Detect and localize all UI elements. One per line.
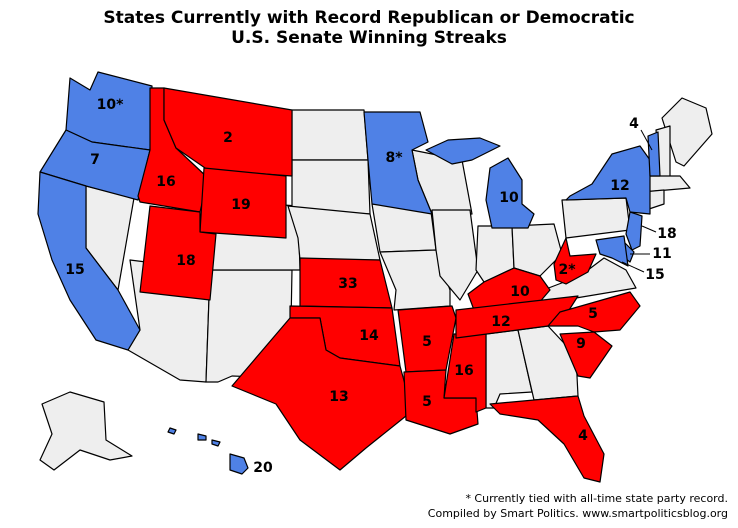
state-il [431,209,479,301]
state-vt [647,131,661,177]
label-fl: 4 [578,428,588,444]
label-id: 16 [156,174,175,190]
map-title: States Currently with Record Republican … [0,8,738,48]
state-wy [199,167,287,239]
state-md [595,235,629,267]
label-wv: 2* [558,262,576,278]
label-ks: 33 [338,276,357,292]
colored-states [37,71,661,483]
state-ny [565,145,651,215]
state-hi [167,427,249,475]
label-la: 5 [422,394,432,410]
label-ar: 5 [422,334,432,350]
label-sc: 9 [576,336,586,352]
label-mn: 8* [385,150,403,166]
state-sd [291,159,371,215]
label-ny: 12 [610,178,629,194]
state-nc [547,291,641,333]
leader-md [621,261,645,273]
state-mi [425,137,535,229]
state-oh [511,223,563,277]
state-ar [397,305,457,373]
label-or: 7 [90,152,100,168]
state-sc [559,331,613,379]
label-vt: 4 [629,116,639,132]
label-mt: 2 [223,130,233,146]
state-fl [489,395,605,483]
state-nj [625,211,643,251]
state-ca [37,171,141,351]
state-mn [363,111,433,215]
leader-vt [640,129,653,151]
state-pa [561,197,631,239]
label-ca: 15 [65,262,84,278]
state-labels: 10* 7 15 16 2 19 18 33 14 13 8* 10 5 5 1… [65,97,676,476]
label-tx: 13 [329,389,348,405]
label-ut: 18 [176,253,195,269]
label-de: 11 [652,246,671,262]
state-me [661,97,713,167]
state-wv [553,237,597,285]
label-tn: 12 [491,314,510,330]
credit: Compiled by Smart Politics. www.smartpol… [427,507,728,520]
leader-lines [621,129,657,273]
label-ok: 14 [359,328,379,344]
state-ut [139,205,217,301]
label-nc: 5 [588,306,598,322]
label-nj: 18 [657,226,676,242]
title-line-2: U.S. Senate Winning Streaks [231,28,507,48]
label-wa: 10* [97,97,124,113]
state-ne [287,205,381,261]
label-mi: 10 [499,190,519,206]
label-md: 15 [645,267,664,283]
state-nd [291,109,369,161]
leader-nj [641,225,657,233]
label-ky: 10 [510,284,530,300]
label-hi: 20 [253,460,273,476]
label-wy: 19 [231,197,250,213]
footnote: * Currently tied with all-time state par… [465,492,728,505]
title-line-1: States Currently with Record Republican … [103,8,635,28]
state-ak [39,391,133,471]
label-ms: 16 [454,363,473,379]
